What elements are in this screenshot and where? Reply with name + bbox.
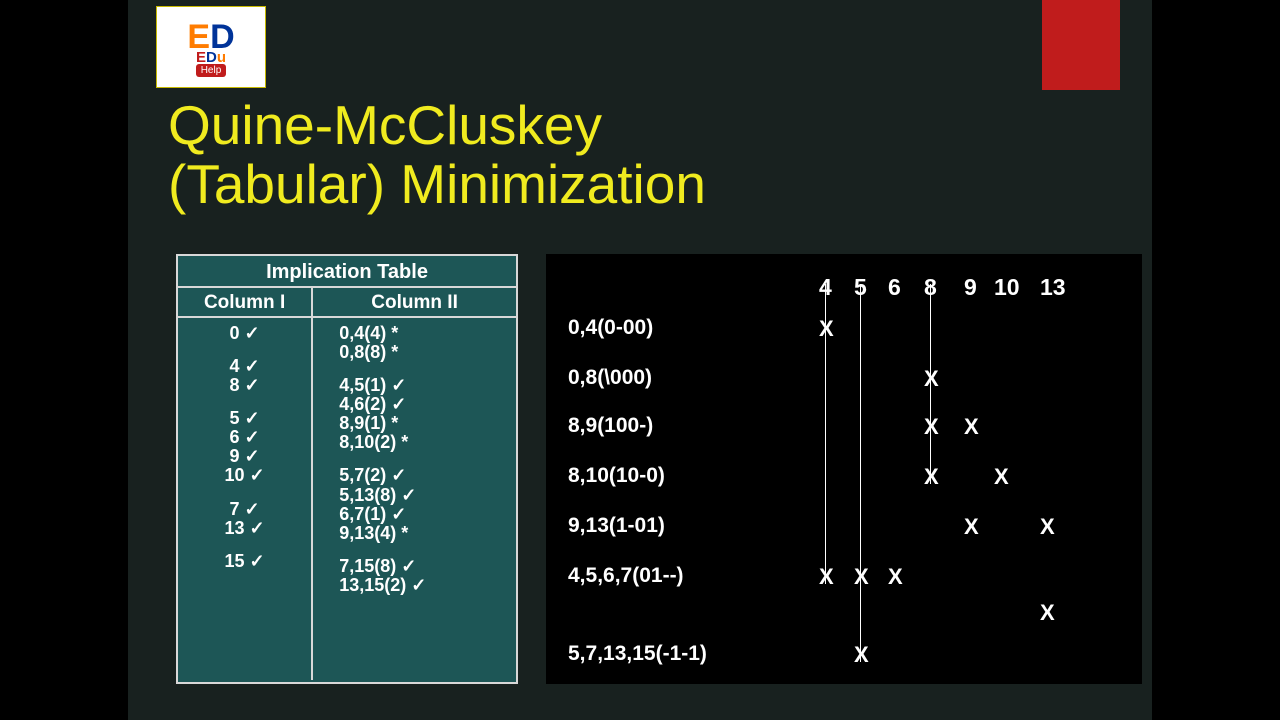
chart-row-label: 9,13(1-01) <box>568 514 665 538</box>
table-row: 0,8(8) * <box>317 343 512 362</box>
title-line-2: (Tabular) Minimization <box>168 153 706 215</box>
chart-mark: X <box>854 564 869 590</box>
chart-col-header: 6 <box>888 274 901 301</box>
chart-mark: X <box>924 414 939 440</box>
table-row: 0 ✓ <box>182 324 307 343</box>
table-row: 7,15(8) ✓ <box>317 557 512 576</box>
table-row: 8,9(1) * <box>317 414 512 433</box>
chart-row-label: 8,9(100-) <box>568 414 653 438</box>
title-line-1: Quine-McCluskey <box>168 94 602 156</box>
table-row: 5,7(2) ✓ <box>317 466 512 485</box>
table-row: 10 ✓ <box>182 466 307 485</box>
table-row: 15 ✓ <box>182 552 307 571</box>
chart-mark: X <box>924 464 939 490</box>
accent-block <box>1042 0 1120 90</box>
chart-mark: X <box>964 514 979 540</box>
col1-header: Column I <box>178 288 311 318</box>
chart-mark: X <box>1040 600 1055 626</box>
chart-col-header: 13 <box>1040 274 1066 301</box>
chart-mark: X <box>964 414 979 440</box>
logo: E D E D u Help <box>156 6 266 88</box>
table-row: 5,13(8) ✓ <box>317 486 512 505</box>
col1-body: 0 ✓ 4 ✓8 ✓ 5 ✓6 ✓9 ✓10 ✓ 7 ✓13 ✓ 15 ✓ <box>178 318 311 575</box>
table-row: 4,5(1) ✓ <box>317 376 512 395</box>
table-row: 0,4(4) * <box>317 324 512 343</box>
table-row: 5 ✓ <box>182 409 307 428</box>
chart-row-label: 0,4(0-00) <box>568 316 653 340</box>
logo-mid-d: D <box>206 49 217 66</box>
slide-title: Quine-McCluskey (Tabular) Minimization <box>168 96 706 215</box>
implication-column-2: Column II 0,4(4) *0,8(8) * 4,5(1) ✓4,6(2)… <box>313 288 516 680</box>
chart-mark: X <box>994 464 1009 490</box>
chart-row-label: 4,5,6,7(01--) <box>568 564 684 588</box>
table-row: 4,6(2) ✓ <box>317 395 512 414</box>
chart-row-label: 0,8(\000) <box>568 366 652 390</box>
table-row: 6 ✓ <box>182 428 307 447</box>
implication-table: Implication Table Column I 0 ✓4 ✓8 ✓5 ✓6… <box>176 254 518 684</box>
table-row: 9,13(4) * <box>317 524 512 543</box>
chart-mark: X <box>854 642 869 668</box>
chart-mark: X <box>819 564 834 590</box>
chart-row-label: 8,10(10-0) <box>568 464 665 488</box>
table-row: 7 ✓ <box>182 500 307 519</box>
table-row: 13 ✓ <box>182 519 307 538</box>
chart-mark: X <box>1040 514 1055 540</box>
chart-mark: X <box>819 316 834 342</box>
logo-mid-e: E <box>196 49 206 66</box>
chart-mark: X <box>924 366 939 392</box>
implication-table-title: Implication Table <box>178 256 516 288</box>
logo-mid-u: u <box>217 49 226 66</box>
implication-column-1: Column I 0 ✓ 4 ✓8 ✓ 5 ✓6 ✓9 ✓10 ✓ 7 ✓13 ✓ 15… <box>178 288 313 680</box>
table-row: 8,10(2) * <box>317 433 512 452</box>
slide: E D E D u Help Quine-McCluskey (Tabular)… <box>128 0 1152 720</box>
table-row: 13,15(2) ✓ <box>317 576 512 595</box>
chart-vline <box>860 284 861 662</box>
col2-body: 0,4(4) *0,8(8) * 4,5(1) ✓4,6(2) ✓8,9(1) *… <box>313 318 516 599</box>
chart-col-header: 10 <box>994 274 1020 301</box>
chart-mark: X <box>888 564 903 590</box>
table-row: 9 ✓ <box>182 447 307 466</box>
prime-implicant-chart: 4568910130,4(0-00)0,8(\000)8,9(100-)8,10… <box>546 254 1142 684</box>
col2-header: Column II <box>313 288 516 318</box>
chart-col-header: 9 <box>964 274 977 301</box>
logo-help: Help <box>196 64 227 77</box>
table-row: 8 ✓ <box>182 376 307 395</box>
table-row: 4 ✓ <box>182 357 307 376</box>
table-row: 6,7(1) ✓ <box>317 505 512 524</box>
chart-row-label: 5,7,13,15(-1-1) <box>568 642 707 666</box>
